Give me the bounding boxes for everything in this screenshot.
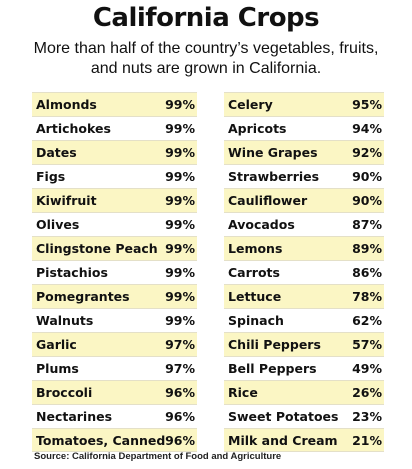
crop-percentage: 99%	[165, 289, 195, 304]
table-row: Almonds 99%	[32, 92, 197, 116]
table-row: Walnuts 99%	[32, 308, 197, 332]
crop-percentage: 90%	[352, 193, 382, 208]
table-row: Lettuce 78%	[224, 284, 384, 308]
crop-percentage: 99%	[165, 121, 195, 136]
chart-subtitle: More than half of the country’s vegetabl…	[0, 39, 412, 79]
table-row: Celery 95%	[224, 92, 384, 116]
table-row: Pomegrantes 99%	[32, 284, 197, 308]
table-row: Chili Peppers 57%	[224, 332, 384, 356]
table-row: Milk and Cream 21%	[224, 428, 384, 452]
crop-name: Carrots	[228, 265, 280, 280]
crop-percentage: 97%	[165, 361, 195, 376]
table-row: Tomatoes, Canned 96%	[32, 428, 197, 452]
crop-percentage: 90%	[352, 169, 382, 184]
crop-name: Rice	[228, 385, 258, 400]
crop-name: Almonds	[36, 97, 97, 112]
crop-name: Figs	[36, 169, 66, 184]
crop-name: Milk and Cream	[228, 433, 338, 448]
crop-percentage: 23%	[352, 409, 382, 424]
table-row: Wine Grapes 92%	[224, 140, 384, 164]
crop-percentage: 99%	[165, 217, 195, 232]
crop-percentage: 21%	[352, 433, 382, 448]
right-crop-column: Celery 95% Apricots 94% Wine Grapes 92% Strawb…	[224, 92, 384, 452]
crop-name: Pistachios	[36, 265, 108, 280]
chart-title: California Crops	[92, 3, 320, 33]
crop-name: Garlic	[36, 337, 77, 352]
table-row: Nectarines 96%	[32, 404, 197, 428]
crop-percentage: 62%	[352, 313, 382, 328]
crop-name: Bell Peppers	[228, 361, 317, 376]
crop-name: Walnuts	[36, 313, 94, 328]
crop-percentage: 99%	[165, 265, 195, 280]
table-row: Broccoli 96%	[32, 380, 197, 404]
crop-name: Plums	[36, 361, 79, 376]
crop-name: Lettuce	[228, 289, 282, 304]
crop-name: Clingstone Peach	[36, 241, 158, 256]
table-row: Dates 99%	[32, 140, 197, 164]
table-row: Cauliflower 90%	[224, 188, 384, 212]
crop-percentage: 96%	[165, 409, 195, 424]
crop-percentage: 26%	[352, 385, 382, 400]
crop-percentage: 57%	[352, 337, 382, 352]
crop-percentage: 49%	[352, 361, 382, 376]
crop-percentage: 99%	[165, 169, 195, 184]
crop-name: Pomegrantes	[36, 289, 130, 304]
crop-name: Spinach	[228, 313, 284, 328]
crop-percentage: 92%	[352, 145, 382, 160]
crop-name: Lemons	[228, 241, 283, 256]
table-row: Apricots 94%	[224, 116, 384, 140]
crop-percentage: 87%	[352, 217, 382, 232]
crop-percentage: 97%	[165, 337, 195, 352]
crop-percentage: 96%	[165, 385, 195, 400]
table-row: Kiwifruit 99%	[32, 188, 197, 212]
table-row: Lemons 89%	[224, 236, 384, 260]
table-row: Avocados 87%	[224, 212, 384, 236]
table-row: Pistachios 99%	[32, 260, 197, 284]
table-row: Garlic 97%	[32, 332, 197, 356]
crop-name: Artichokes	[36, 121, 111, 136]
crop-percentage: 95%	[352, 97, 382, 112]
crop-percentage: 99%	[165, 97, 195, 112]
crop-name: Kiwifruit	[36, 193, 97, 208]
crop-percentage: 99%	[165, 145, 195, 160]
crop-percentage: 99%	[165, 313, 195, 328]
crop-name: Sweet Potatoes	[228, 409, 339, 424]
crop-percentage: 96%	[165, 433, 195, 448]
crop-name: Strawberries	[228, 169, 320, 184]
table-row: Bell Peppers 49%	[224, 356, 384, 380]
crop-percentage: 89%	[352, 241, 382, 256]
table-row: Sweet Potatoes 23%	[224, 404, 384, 428]
crop-name: Avocados	[228, 217, 295, 232]
crop-name: Cauliflower	[228, 193, 308, 208]
crop-percentage: 99%	[165, 193, 195, 208]
crop-percentage: 86%	[352, 265, 382, 280]
crop-name: Celery	[228, 97, 273, 112]
table-row: Artichokes 99%	[32, 116, 197, 140]
crop-name: Dates	[36, 145, 77, 160]
table-row: Clingstone Peach 99%	[32, 236, 197, 260]
table-row: Rice 26%	[224, 380, 384, 404]
crop-name: Olives	[36, 217, 80, 232]
left-crop-column: Almonds 99% Artichokes 99% Dates 99% Figs 99% Ki…	[32, 92, 197, 452]
crop-name: Apricots	[228, 121, 287, 136]
table-row: Strawberries 90%	[224, 164, 384, 188]
table-row: Figs 99%	[32, 164, 197, 188]
crop-name: Tomatoes, Canned	[36, 433, 166, 448]
crop-percentage: 78%	[352, 289, 382, 304]
source-note: Source: California Department of Food an…	[34, 451, 282, 462]
table-row: Carrots 86%	[224, 260, 384, 284]
crop-name: Broccoli	[36, 385, 93, 400]
crop-name: Chili Peppers	[228, 337, 321, 352]
subtitle-line-1: More than half of the country’s vegetabl…	[33, 40, 379, 57]
crop-name: Wine Grapes	[228, 145, 318, 160]
crop-percentage: 99%	[165, 241, 195, 256]
table-row: Olives 99%	[32, 212, 197, 236]
table-row: Plums 97%	[32, 356, 197, 380]
subtitle-line-2: and nuts are grown in California.	[90, 60, 322, 77]
crop-percentage: 94%	[352, 121, 382, 136]
table-row: Spinach 62%	[224, 308, 384, 332]
crop-name: Nectarines	[36, 409, 113, 424]
